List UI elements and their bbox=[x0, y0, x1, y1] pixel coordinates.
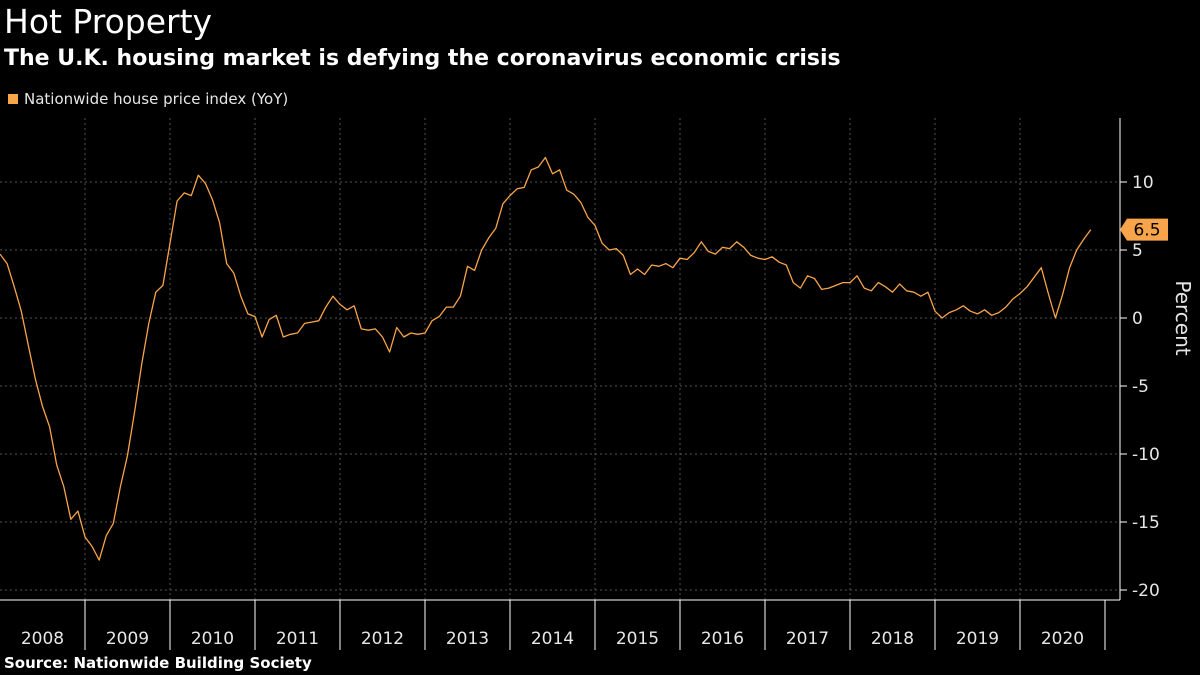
x-tick-label: 2014 bbox=[531, 629, 574, 649]
legend-label: Nationwide house price index (YoY) bbox=[24, 90, 289, 108]
x-tick-label: 2010 bbox=[191, 629, 234, 649]
y-tick-label: -5 bbox=[1132, 377, 1149, 397]
x-tick-label: 2017 bbox=[786, 629, 829, 649]
last-value-flag bbox=[1120, 218, 1168, 241]
gridlines bbox=[0, 118, 1117, 600]
x-tick-label: 2013 bbox=[446, 629, 489, 649]
x-tick-label: 2011 bbox=[276, 629, 319, 649]
x-tick-label: 2015 bbox=[616, 629, 659, 649]
y-tick-label: 10 bbox=[1132, 173, 1154, 193]
chart-subtitle: The U.K. housing market is defying the c… bbox=[4, 46, 841, 71]
y-tick-label: -10 bbox=[1132, 445, 1160, 465]
x-tick-label: 2016 bbox=[701, 629, 744, 649]
axis-labels: 10 5 0 -5 -10 -15 -20 2008 2009 2010 2011 2012 2013 2… bbox=[21, 173, 1195, 649]
y-axis-title: Percent bbox=[1171, 280, 1195, 355]
x-tick-label: 2012 bbox=[361, 629, 404, 649]
source-note: Source: Nationwide Building Society bbox=[4, 654, 312, 672]
y-tick-label: 0 bbox=[1132, 309, 1143, 329]
series-group bbox=[0, 156, 1092, 561]
legend-swatch bbox=[8, 94, 18, 104]
x-tick-label: 2018 bbox=[871, 629, 914, 649]
x-tick-label: 2020 bbox=[1041, 629, 1084, 649]
y-tick-label: 5 bbox=[1132, 241, 1143, 261]
last-value-label: 6.5 bbox=[1133, 221, 1160, 241]
x-tick-label: 2019 bbox=[956, 629, 999, 649]
legend: Nationwide house price index (YoY) bbox=[8, 90, 288, 108]
chart-title: Hot Property bbox=[4, 2, 213, 41]
series-line bbox=[0, 156, 1092, 561]
axes bbox=[0, 118, 1127, 650]
y-tick-label: -20 bbox=[1132, 581, 1160, 601]
x-tick-label: 2008 bbox=[21, 629, 64, 649]
x-tick-label: 2009 bbox=[106, 629, 149, 649]
y-tick-label: -15 bbox=[1132, 513, 1160, 533]
